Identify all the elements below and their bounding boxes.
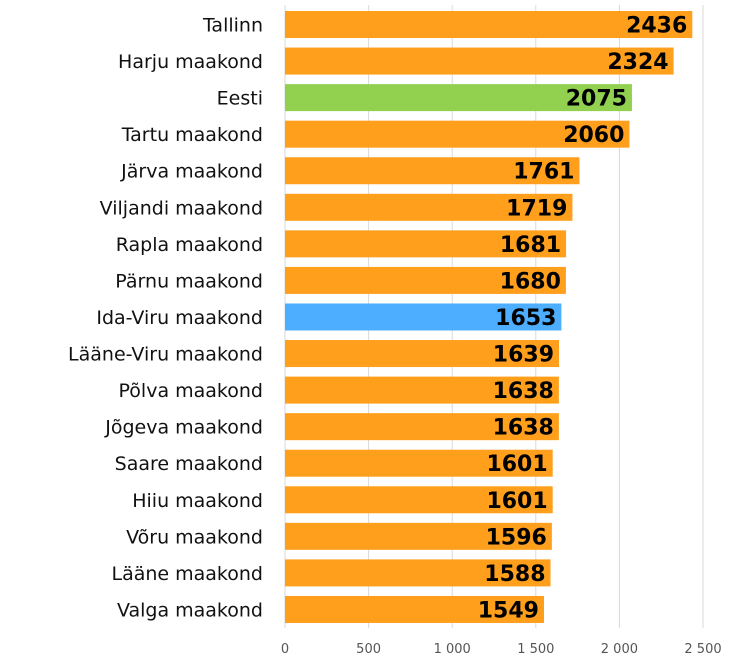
value-label: 2060 [563,123,624,148]
category-label: Tallinn [202,15,263,37]
category-label: Hiiu maakond [132,490,263,512]
value-label: 2436 [626,14,687,39]
bar [285,47,674,75]
category-label: Eesti [217,88,263,110]
value-label: 1653 [495,306,556,331]
category-label: Lääne maakond [112,563,264,585]
bar [285,84,632,112]
x-axis-ticks: 0 500 1 000 1 500 2 000 2 500 [281,642,722,657]
x-tick-label: 500 [356,642,381,657]
bar [285,486,553,514]
category-label: Jõgeva maakond [104,417,263,439]
value-label: 1601 [486,489,547,514]
bar [285,120,630,148]
category-label: Saare maakond [115,453,263,475]
value-label: 1601 [486,452,547,477]
bar [285,157,580,185]
category-label: Järva maakond [120,161,263,183]
bar [285,376,559,404]
bar [285,193,573,221]
category-label: Põlva maakond [119,380,263,402]
x-tick-label: 2 000 [601,642,638,657]
value-label: 1588 [484,562,545,587]
category-label: Pärnu maakond [115,270,263,292]
bar [285,559,551,587]
bar [285,230,567,258]
category-label: Lääne-Viru maakond [68,344,263,366]
value-label: 1680 [500,269,561,294]
bar [285,595,544,623]
category-label: Ida-Viru maakond [96,307,263,329]
value-label: 1681 [500,233,561,258]
bar [285,303,562,331]
x-tick-label: 1 000 [434,642,471,657]
bar [285,11,693,38]
bar [285,340,560,368]
bar [285,522,552,550]
value-label: 1638 [493,416,554,441]
category-label: Harju maakond [118,51,263,73]
value-label: 1761 [513,160,574,185]
category-label: Valga maakond [117,599,263,621]
x-tick-label: 1 500 [517,642,554,657]
category-label: Tartu maakond [121,124,263,146]
value-label: 1639 [493,343,554,368]
value-label: 2324 [607,50,668,75]
value-label: 2075 [566,87,627,112]
value-label: 1638 [493,379,554,404]
category-label: Viljandi maakond [100,197,263,219]
bar [285,449,553,477]
value-label: 1596 [486,525,547,550]
value-label: 1719 [506,196,567,221]
x-tick-label: 2 500 [684,642,721,657]
category-label: Rapla maakond [116,234,263,256]
bars: Tallinn 2436 Harju maakond 2324 Eesti 2075 Tar… [68,11,693,623]
category-label: Võru maakond [126,526,263,548]
value-label: 1549 [478,598,539,623]
bar [285,413,559,441]
bar [285,266,566,294]
x-tick-label: 0 [281,642,289,657]
